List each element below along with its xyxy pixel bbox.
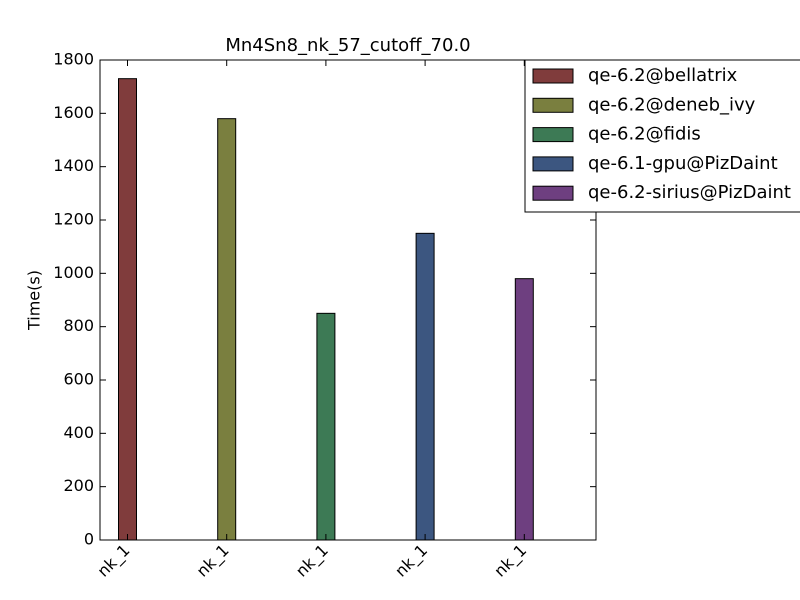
plot-frame [99, 59, 597, 541]
x-tick-label: nk_1 [93, 541, 134, 582]
bar [415, 232, 435, 541]
legend-swatch [532, 68, 574, 84]
legend-label: qe-6.2-sirius@PizDaint [588, 182, 791, 203]
y-tick-label: 200 [63, 476, 94, 495]
y-tick-label: 1400 [53, 156, 94, 175]
legend-swatch [532, 127, 574, 143]
y-axis-label: Time(s) [25, 270, 44, 331]
legend-swatch [532, 185, 574, 201]
x-tick-label: nk_1 [193, 541, 234, 582]
bar [514, 278, 534, 541]
chart-title: Mn4Sn8_nk_57_cutoff_70.0 [225, 35, 470, 56]
legend-label: qe-6.2@bellatrix [588, 65, 738, 86]
y-tick-label: 800 [63, 316, 94, 335]
y-tick-label: 1600 [53, 103, 94, 122]
y-tick-label: 400 [63, 423, 94, 442]
x-tick-label: nk_1 [391, 541, 432, 582]
legend-swatch [532, 97, 574, 113]
bar [316, 312, 336, 541]
legend-label: qe-6.1-gpu@PizDaint [588, 153, 778, 174]
x-tick-label: nk_1 [292, 541, 333, 582]
legend-label: qe-6.2@deneb_ivy [588, 94, 756, 115]
y-tick-label: 1000 [53, 263, 94, 282]
y-tick-label: 1200 [53, 210, 94, 229]
x-tick-label: nk_1 [490, 541, 531, 582]
legend-label: qe-6.2@fidis [588, 124, 701, 145]
legend-swatch [532, 156, 574, 172]
bar [217, 118, 237, 541]
bar [118, 78, 137, 541]
y-tick-label: 1800 [53, 50, 94, 69]
y-tick-label: 600 [63, 370, 94, 389]
y-tick-label: 0 [84, 530, 94, 549]
